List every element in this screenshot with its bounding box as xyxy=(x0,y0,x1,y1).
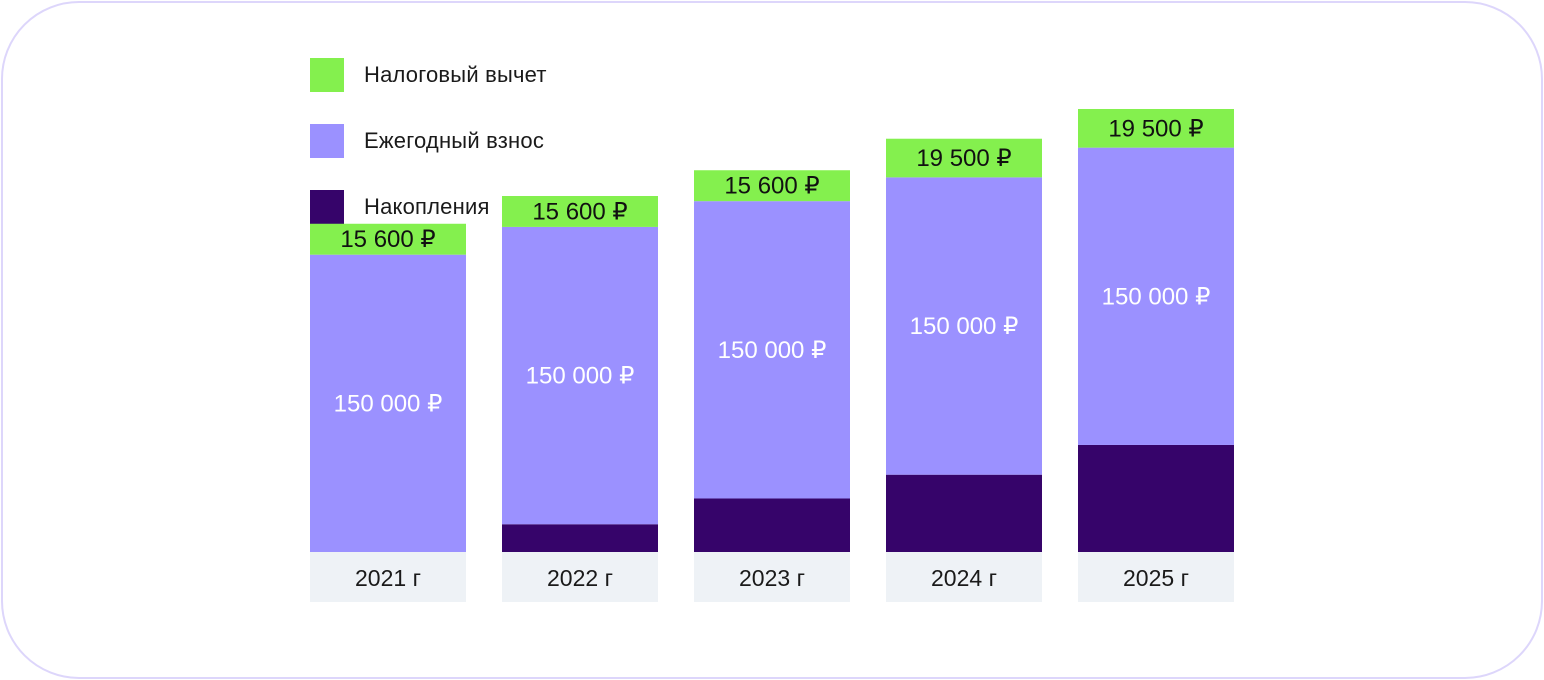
x-tick-label-1: 2021 г xyxy=(355,565,421,591)
x-tick-label-3: 2023 г xyxy=(739,565,805,591)
data-label-налоговый-вычет-3: 15 600 ₽ xyxy=(724,173,819,200)
data-label-ежегодный-взнос-3: 150 000 ₽ xyxy=(718,337,827,364)
legend-label-ежегодный-взнос: Ежегодный взнос xyxy=(364,128,544,153)
bar-segment-налоговый-вычет-5 xyxy=(1078,108,1234,148)
data-label-налоговый-вычет-4: 19 500 ₽ xyxy=(916,145,1011,172)
bar-segment-накопления-2 xyxy=(502,524,658,552)
data-label-налоговый-вычет-2: 15 600 ₽ xyxy=(532,198,627,225)
x-tick-bg-1 xyxy=(310,552,466,602)
legend-label-накопления: Накопления xyxy=(364,194,490,219)
data-label-налоговый-вычет-5: 19 500 ₽ xyxy=(1108,115,1203,142)
x-axis-labels: 2021 г 2022 г 2023 г 2024 г 2025 г xyxy=(310,552,1234,602)
legend: Налоговый вычет Ежегодный взнос Накопления xyxy=(310,58,547,224)
data-label-ежегодный-взнос-2: 150 000 ₽ xyxy=(526,363,635,390)
bar-segment-ежегодный-взнос-2 xyxy=(502,226,658,525)
data-label-ежегодный-взнос-1: 150 000 ₽ xyxy=(334,390,443,417)
x-tick-bg-5 xyxy=(1078,552,1234,602)
legend-swatch-налоговый-вычет xyxy=(310,58,344,92)
legend-swatch-накопления xyxy=(310,190,344,224)
bar-segment-налоговый-вычет-1 xyxy=(310,223,466,255)
bar-segment-налоговый-вычет-2 xyxy=(502,196,658,227)
x-tick-label-5: 2025 г xyxy=(1123,565,1189,591)
bar-segment-накопления-5 xyxy=(1078,444,1234,552)
data-label-ежегодный-взнос-4: 150 000 ₽ xyxy=(910,313,1019,340)
x-tick-label-4: 2024 г xyxy=(931,565,997,591)
bar-segment-ежегодный-взнос-4 xyxy=(886,177,1042,475)
legend-swatch-ежегодный-взнос xyxy=(310,124,344,158)
legend-label-налоговый-вычет: Налоговый вычет xyxy=(364,62,547,87)
bar-segment-налоговый-вычет-4 xyxy=(886,138,1042,178)
data-label-ежегодный-взнос-5: 150 000 ₽ xyxy=(1102,283,1211,310)
data-label-налоговый-вычет-1: 15 600 ₽ xyxy=(340,226,435,253)
bars: 150 000 ₽ 15 600 ₽ 150 000 ₽ 15 600 ₽ 150 00… xyxy=(310,108,1234,552)
x-tick-bg-4 xyxy=(886,552,1042,602)
x-tick-label-2: 2022 г xyxy=(547,565,613,591)
bar-segment-налоговый-вычет-3 xyxy=(694,170,850,202)
bar-segment-ежегодный-взнос-5 xyxy=(1078,147,1234,445)
x-tick-bg-2 xyxy=(502,552,658,602)
bar-segment-накопления-3 xyxy=(694,498,850,552)
bar-segment-ежегодный-взнос-3 xyxy=(694,201,850,499)
x-tick-bg-3 xyxy=(694,552,850,602)
bar-segment-ежегодный-взнос-1 xyxy=(310,254,466,552)
bar-segment-накопления-4 xyxy=(886,474,1042,552)
